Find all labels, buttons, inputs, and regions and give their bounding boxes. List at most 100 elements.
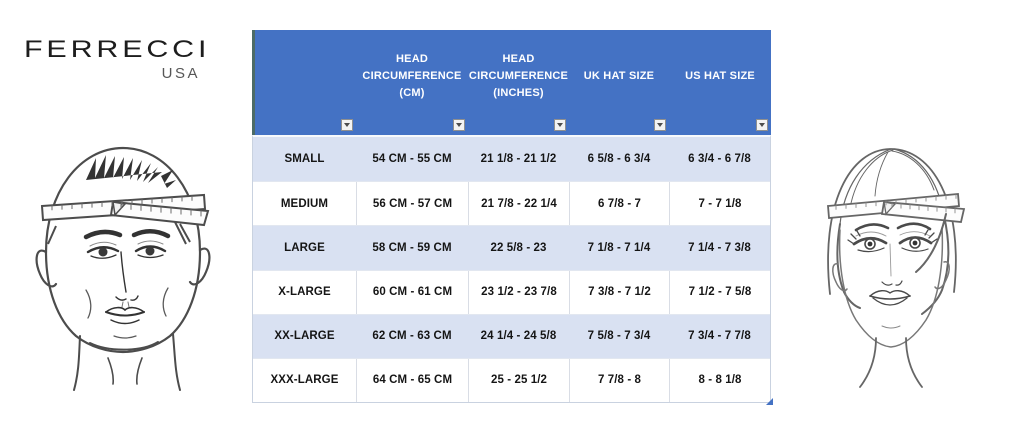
chin-crease bbox=[113, 335, 137, 339]
us-size-cell: 7 - 7 1/8 bbox=[669, 182, 770, 226]
right-ear bbox=[188, 247, 211, 286]
dropdown-arrow-icon bbox=[344, 123, 350, 127]
left-ear bbox=[832, 263, 848, 292]
left-eyebrow bbox=[854, 223, 890, 232]
female-head-measuring-illustration bbox=[818, 144, 968, 394]
header-cell-cm: HEAD CIRCUMFERENCE (CM) bbox=[356, 30, 468, 135]
brand-name: FERRECCI bbox=[24, 36, 211, 63]
upper-lip bbox=[105, 306, 145, 313]
size-label-cell: MEDIUM bbox=[280, 197, 329, 210]
female-head-illustration-svg bbox=[827, 148, 966, 388]
inches-cell: 21 1/8 - 21 1/2 bbox=[480, 153, 557, 166]
us-size-cell: 7 1/2 - 7 5/8 bbox=[669, 270, 770, 314]
chin-crease bbox=[881, 325, 901, 329]
header-cell-size bbox=[255, 30, 356, 135]
right-pupil bbox=[912, 240, 918, 246]
cm-cell: 58 CM - 59 CM bbox=[372, 241, 452, 254]
table-row: MEDIUM 56 CM - 57 CM 21 7/8 - 22 1/4 6 7… bbox=[253, 181, 770, 226]
cm-cell: 60 CM - 61 CM bbox=[356, 270, 468, 314]
size-label-cell: SMALL bbox=[284, 153, 325, 166]
left-ear bbox=[35, 249, 58, 288]
us-size-cell: 8 - 8 1/8 bbox=[669, 358, 770, 402]
uk-size-cell: 6 5/8 - 6 3/4 bbox=[587, 153, 651, 166]
table-row: X-LARGE 60 CM - 61 CM 23 1/2 - 23 7/8 7 … bbox=[253, 269, 770, 314]
mouth-line bbox=[869, 295, 911, 300]
cm-cell: 62 CM - 63 CM bbox=[372, 330, 452, 343]
header-cell-us: US HAT SIZE bbox=[669, 30, 771, 135]
nose-bridge bbox=[120, 251, 127, 293]
table-row: SMALL 54 CM - 55 CM 21 1/8 - 21 1/2 6 5/… bbox=[253, 137, 770, 182]
philtrum bbox=[121, 301, 130, 308]
table-row: LARGE 58 CM - 59 CM 22 5/8 - 23 7 1/8 - … bbox=[253, 225, 770, 270]
header-cell-inches: HEAD CIRCUMFERENCE (INCHES) bbox=[468, 30, 569, 135]
uk-size-cell: 7 5/8 - 7 3/4 bbox=[587, 330, 651, 343]
right-ear bbox=[934, 261, 950, 290]
filter-dropdown-button[interactable] bbox=[554, 119, 566, 131]
size-label-cell: XX-LARGE bbox=[274, 330, 335, 343]
female-face-outline bbox=[832, 227, 950, 348]
brand-logo: FERRECCI USA bbox=[24, 36, 206, 82]
eyelashes bbox=[847, 229, 938, 245]
header-label: HEAD CIRCUMFERENCE (INCHES) bbox=[468, 52, 569, 100]
us-size-cell: 7 3/4 - 7 7/8 bbox=[688, 330, 751, 343]
nostrils bbox=[881, 280, 903, 286]
right-iris bbox=[145, 246, 155, 256]
uk-size-cell: 7 3/8 - 7 1/2 bbox=[569, 270, 669, 314]
measuring-tape-icon bbox=[40, 193, 210, 227]
header-cell-uk: UK HAT SIZE bbox=[569, 30, 669, 135]
inches-cell: 22 5/8 - 23 bbox=[490, 241, 547, 254]
header-label: HEAD CIRCUMFERENCE (CM) bbox=[362, 52, 462, 100]
size-label-cell: X-LARGE bbox=[278, 286, 331, 299]
uk-size-cell: 6 7/8 - 7 bbox=[569, 182, 669, 226]
measuring-tape-icon bbox=[827, 193, 966, 223]
brand-region: USA bbox=[161, 65, 200, 82]
table-header-row: HEAD CIRCUMFERENCE (CM) HEAD CIRCUMFEREN… bbox=[252, 30, 771, 135]
male-neck bbox=[73, 333, 181, 391]
right-eyebrow bbox=[896, 222, 932, 231]
hair-zigzag bbox=[86, 155, 162, 183]
left-iris bbox=[98, 247, 108, 257]
hair-side-lock bbox=[915, 213, 947, 273]
dropdown-arrow-icon bbox=[456, 123, 462, 127]
inches-cell: 23 1/2 - 23 7/8 bbox=[468, 270, 569, 314]
us-size-cell: 7 1/4 - 7 3/8 bbox=[688, 241, 751, 254]
filter-dropdown-button[interactable] bbox=[654, 119, 666, 131]
male-face-features bbox=[83, 229, 171, 339]
right-eyebrow bbox=[131, 229, 171, 239]
dropdown-arrow-icon bbox=[759, 123, 765, 127]
filter-dropdown-button[interactable] bbox=[341, 119, 353, 131]
cheek-lines bbox=[85, 287, 169, 319]
filter-dropdown-button[interactable] bbox=[453, 119, 465, 131]
header-label: UK HAT SIZE bbox=[583, 69, 655, 82]
male-head-outline bbox=[35, 146, 211, 354]
cm-cell: 54 CM - 55 CM bbox=[372, 153, 452, 166]
inches-cell: 25 - 25 1/2 bbox=[468, 358, 569, 402]
hair-zigzag-right bbox=[161, 170, 176, 188]
female-face-features bbox=[847, 222, 938, 329]
side-hair-strokes bbox=[47, 219, 191, 245]
lower-eyelids bbox=[90, 254, 164, 259]
lower-lip bbox=[872, 297, 908, 306]
left-eyebrow bbox=[83, 229, 123, 240]
header-label: US HAT SIZE bbox=[685, 69, 755, 82]
uk-size-cell: 7 1/8 - 7 1/4 bbox=[587, 241, 651, 254]
filter-dropdown-button[interactable] bbox=[756, 119, 768, 131]
inches-cell: 24 1/4 - 24 5/8 bbox=[480, 330, 557, 343]
table-row: XXX-LARGE 64 CM - 65 CM 25 - 25 1/2 7 7/… bbox=[253, 357, 770, 402]
size-label-cell: LARGE bbox=[284, 241, 325, 254]
male-head-measuring-illustration bbox=[28, 140, 228, 392]
size-chart-table: HEAD CIRCUMFERENCE (CM) HEAD CIRCUMFEREN… bbox=[252, 30, 773, 405]
table-body: SMALL 54 CM - 55 CM 21 1/8 - 21 1/2 6 5/… bbox=[252, 135, 771, 403]
table-resize-handle[interactable] bbox=[766, 398, 773, 405]
us-size-cell: 6 3/4 - 6 7/8 bbox=[688, 153, 751, 166]
table-row: XX-LARGE 62 CM - 63 CM 24 1/4 - 24 5/8 7… bbox=[253, 313, 770, 358]
dropdown-arrow-icon bbox=[657, 123, 663, 127]
uk-size-cell: 7 7/8 - 8 bbox=[569, 358, 669, 402]
upper-eyelids bbox=[86, 245, 167, 254]
left-pupil bbox=[867, 241, 873, 247]
size-label-cell: XXX-LARGE bbox=[270, 374, 339, 387]
dropdown-arrow-icon bbox=[557, 123, 563, 127]
lower-eyelids bbox=[857, 247, 929, 253]
inches-cell: 21 7/8 - 22 1/4 bbox=[468, 182, 569, 226]
